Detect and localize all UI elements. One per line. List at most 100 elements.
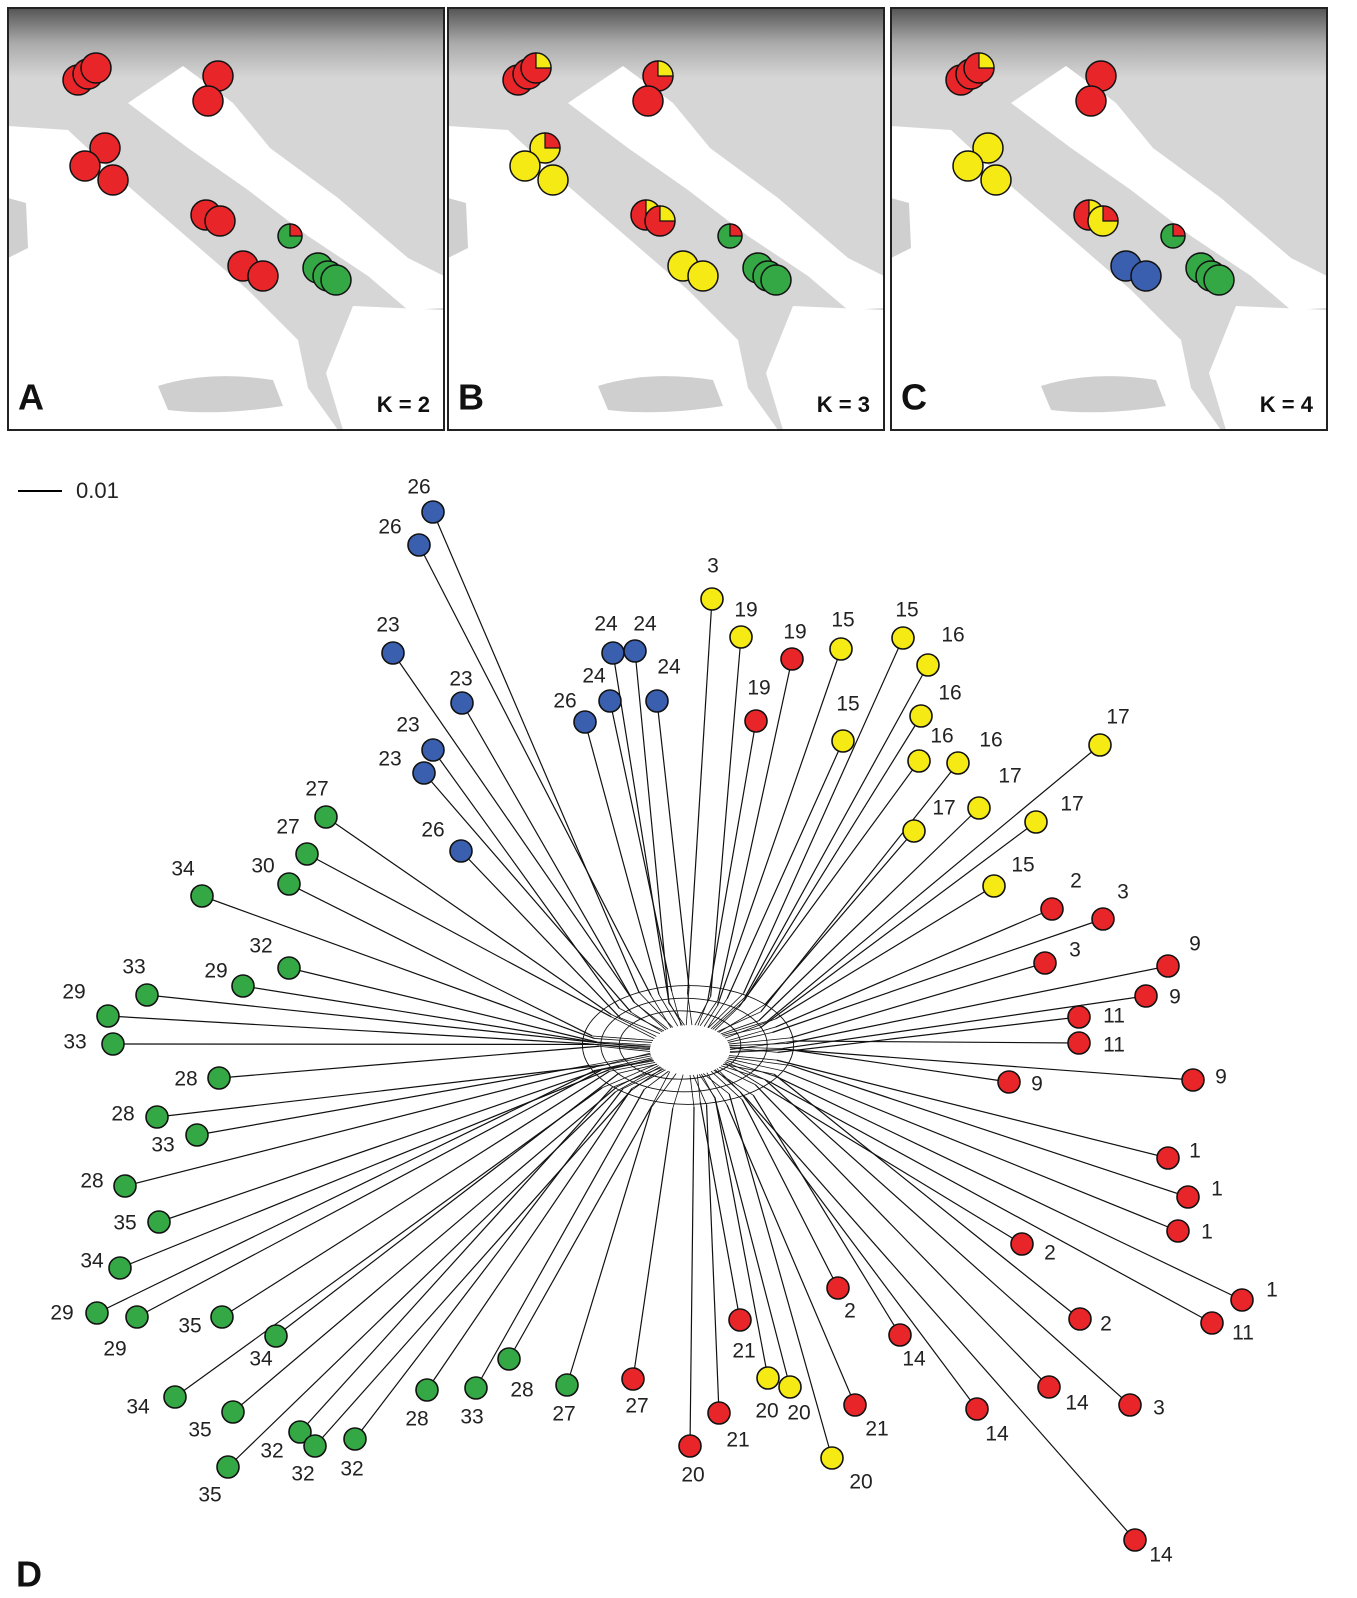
node-label: 26 <box>553 690 576 713</box>
sample-node <box>265 1325 287 1347</box>
population-marker <box>953 151 983 181</box>
node-label: 1 <box>1266 1279 1278 1302</box>
sample-node <box>947 752 969 774</box>
node-label: 14 <box>985 1423 1009 1446</box>
sample-node <box>146 1106 168 1128</box>
edge <box>777 1060 1168 1158</box>
node-label: 21 <box>726 1429 749 1452</box>
sample-node <box>821 1447 843 1469</box>
node-label: 34 <box>126 1396 150 1419</box>
sample-node <box>1069 1308 1091 1330</box>
node-label: 9 <box>1169 986 1181 1009</box>
sample-node <box>1157 1147 1179 1169</box>
sample-node <box>315 806 337 828</box>
sample-node <box>622 1368 644 1390</box>
node-label: 3 <box>707 555 719 578</box>
node-label: 34 <box>249 1348 273 1371</box>
figure: AK = 2BK = 3CK = 4 0.01 D 26262323232326… <box>0 0 1357 1598</box>
node-label: 32 <box>291 1463 314 1486</box>
sample-node <box>164 1386 186 1408</box>
sample-node <box>278 957 300 979</box>
sample-node <box>1089 734 1111 756</box>
edge <box>594 1038 651 1042</box>
island <box>8 198 28 258</box>
node-label: 19 <box>783 621 806 644</box>
sample-node <box>304 1435 326 1457</box>
population-marker <box>1204 265 1234 295</box>
edge <box>690 1107 694 1446</box>
edge <box>159 1069 603 1222</box>
edge <box>700 1102 740 1320</box>
sample-node <box>422 501 444 523</box>
edge <box>708 721 756 1001</box>
edge <box>711 637 741 996</box>
sample-node <box>232 975 254 997</box>
sample-node <box>910 705 932 727</box>
sample-node <box>827 1277 849 1299</box>
sample-node <box>450 840 472 862</box>
population-marker <box>761 265 791 295</box>
node-label: 11 <box>1232 1322 1254 1345</box>
node-label: 20 <box>787 1402 810 1425</box>
node-label: 34 <box>80 1250 104 1273</box>
edge <box>233 1087 617 1412</box>
sample-node <box>701 588 723 610</box>
sample-node <box>102 1033 124 1055</box>
sample-node <box>114 1175 136 1197</box>
node-label: 15 <box>831 609 854 632</box>
node-label: 2 <box>844 1300 856 1323</box>
k-label: K = 2 <box>377 392 430 417</box>
map-panels: AK = 2BK = 3CK = 4 <box>8 8 1327 430</box>
island <box>891 198 911 258</box>
edge <box>778 1017 1079 1052</box>
k-label: K = 4 <box>1260 392 1314 417</box>
node-label: 20 <box>681 1464 704 1487</box>
sample-node <box>1201 1312 1223 1334</box>
edge <box>197 1065 589 1135</box>
edge <box>202 896 594 1038</box>
sample-node <box>1068 1032 1090 1054</box>
node-label: 33 <box>63 1031 86 1054</box>
k-label: K = 3 <box>817 392 870 417</box>
edge <box>725 1019 775 1038</box>
node-label: 14 <box>1149 1544 1173 1567</box>
node-label: 2 <box>1070 870 1082 893</box>
node-label: 27 <box>625 1395 648 1418</box>
edge <box>791 1066 1188 1197</box>
node-label: 24 <box>657 656 681 679</box>
node-label: 20 <box>849 1471 872 1494</box>
node-label: 26 <box>407 476 430 499</box>
island <box>1041 376 1166 412</box>
edge <box>777 1077 1242 1300</box>
edge <box>759 808 979 1021</box>
sample-node <box>779 1376 801 1398</box>
edge <box>289 968 597 1042</box>
node-label: 24 <box>594 613 618 636</box>
node-label: 9 <box>1031 1073 1043 1096</box>
node-label: 17 <box>998 765 1021 788</box>
sample-node <box>211 1306 233 1328</box>
sample-node <box>830 638 852 660</box>
node-label: 11 <box>1103 1005 1125 1028</box>
island <box>598 376 723 412</box>
edge <box>307 854 611 1017</box>
node-label: 19 <box>734 599 757 622</box>
edge <box>611 1017 654 1039</box>
sample-node <box>278 873 300 895</box>
edge <box>222 1071 609 1317</box>
edge <box>789 1049 1009 1082</box>
sample-node <box>781 648 803 670</box>
sample-node <box>574 711 596 733</box>
sample-node <box>498 1348 520 1370</box>
sample-node <box>451 692 473 714</box>
sample-node <box>983 875 1005 897</box>
sample-node <box>148 1211 170 1233</box>
node-label: 34 <box>171 858 195 881</box>
node-label: 33 <box>460 1406 483 1429</box>
node-label: 14 <box>1065 1392 1089 1415</box>
sample-node <box>1011 1233 1033 1255</box>
node-label: 35 <box>113 1212 136 1235</box>
node-label: 11 <box>1103 1034 1125 1057</box>
sample-node <box>998 1071 1020 1093</box>
sample-node <box>1041 898 1063 920</box>
